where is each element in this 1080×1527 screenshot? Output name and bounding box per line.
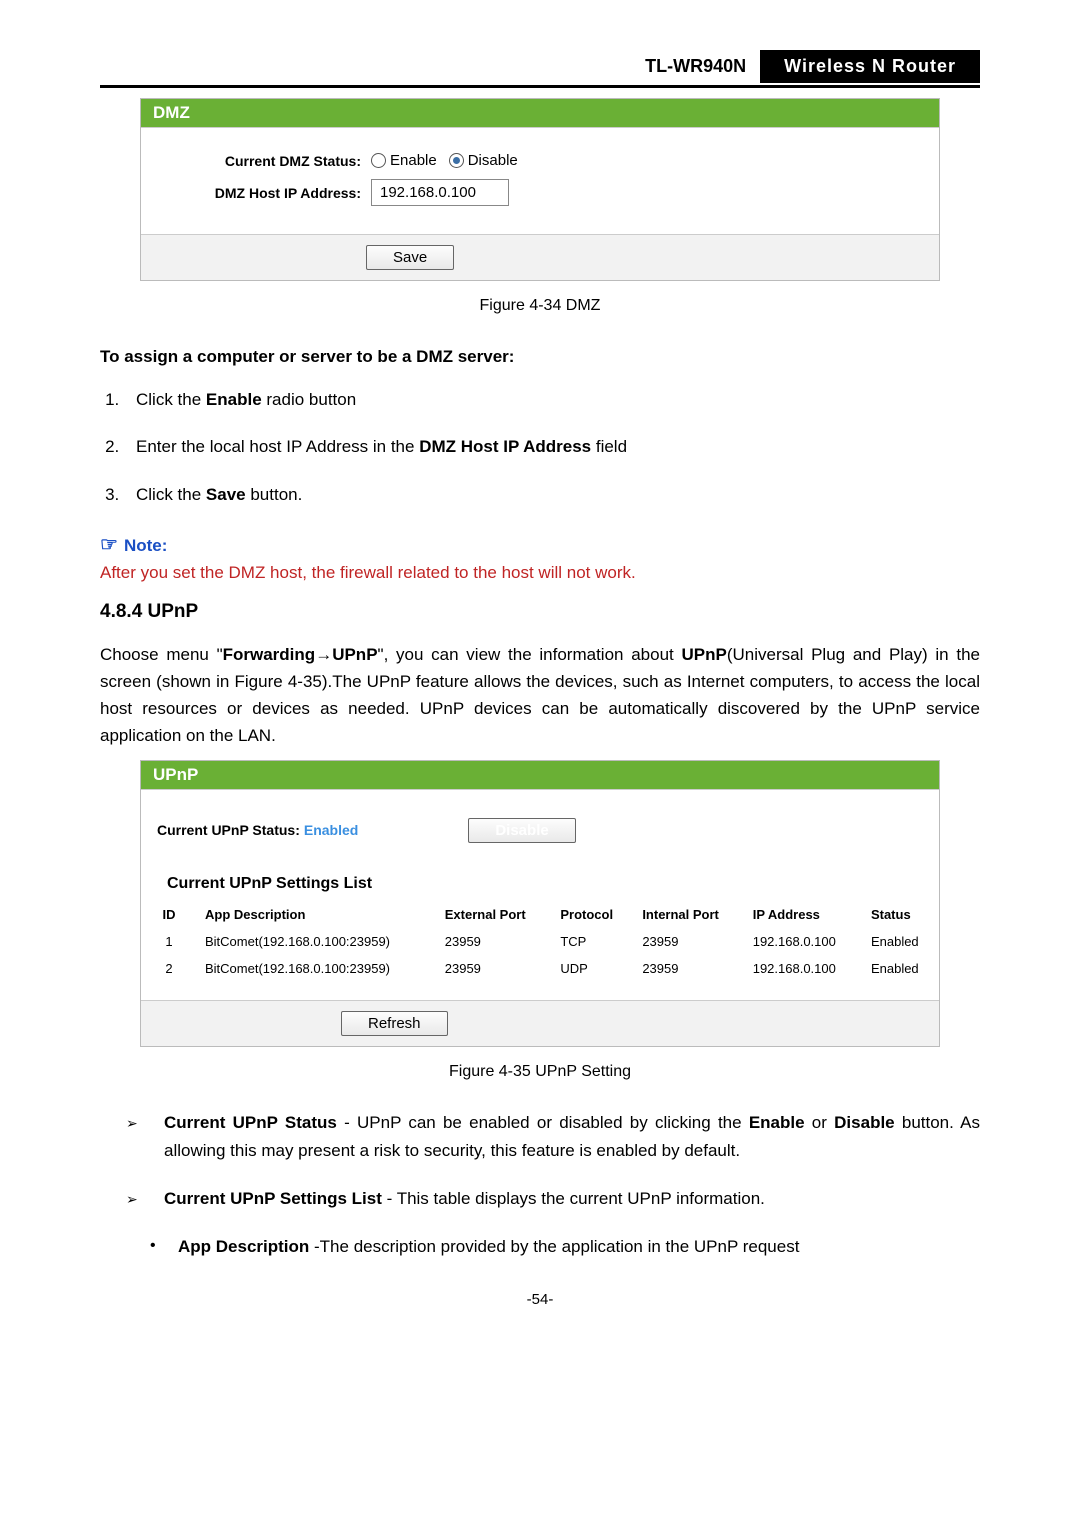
col-id: ID [141, 901, 197, 928]
cell: Enabled [863, 955, 939, 982]
upnp-bullet-list: Current UPnP Status - UPnP can be enable… [100, 1109, 980, 1213]
dmz-disable-radio[interactable] [449, 153, 464, 168]
upnp-table-header: ID App Description External Port Protoco… [141, 901, 939, 928]
figure-dmz-caption: Figure 4-34 DMZ [100, 297, 980, 315]
step-2-pre: Enter the local host IP Address in the [136, 437, 419, 456]
bullet-2: Current UPnP Settings List - This table … [140, 1185, 980, 1213]
dmz-panel: DMZ Current DMZ Status: Enable Disable D… [140, 98, 940, 281]
sb-t1: -The description provided by the applica… [314, 1237, 799, 1256]
cell: 23959 [634, 955, 744, 982]
upnp-p-b3: UPnP [682, 645, 727, 664]
col-ext: External Port [437, 901, 553, 928]
page-number: -54- [100, 1291, 980, 1308]
model-label: TL-WR940N [631, 50, 760, 83]
col-int: Internal Port [634, 901, 744, 928]
step-1-bold: Enable [206, 390, 262, 409]
col-app: App Description [197, 901, 437, 928]
table-row: 2 BitComet(192.168.0.100:23959) 23959 UD… [141, 955, 939, 982]
b1-t1: - UPnP can be enabled or disabled by cli… [337, 1113, 749, 1132]
dmz-disable-text: Disable [468, 152, 518, 169]
step-3-post: button. [246, 485, 303, 504]
dmz-panel-body: Current DMZ Status: Enable Disable DMZ H… [141, 127, 939, 234]
upnp-p-b2: UPnP [332, 645, 377, 664]
cell: Enabled [863, 928, 939, 955]
cell: 23959 [634, 928, 744, 955]
col-proto: Protocol [552, 901, 634, 928]
header-divider [100, 85, 980, 88]
step-1-pre: Click the [136, 390, 206, 409]
upnp-p-t1: Choose menu " [100, 645, 223, 664]
dmz-ip-input[interactable]: 192.168.0.100 [371, 179, 509, 206]
step-3-pre: Click the [136, 485, 206, 504]
bullet-1: Current UPnP Status - UPnP can be enable… [140, 1109, 980, 1165]
b1-b3: Disable [834, 1113, 894, 1132]
upnp-status-value: Enabled [304, 822, 358, 838]
sub-bullet-list: App Description -The description provide… [100, 1233, 980, 1261]
dmz-enable-radio[interactable] [371, 153, 386, 168]
sub-bullet-1: App Description -The description provide… [156, 1233, 980, 1261]
note-label: ☞ Note: [100, 532, 980, 557]
col-status: Status [863, 901, 939, 928]
step-2-post: field [591, 437, 627, 456]
b1-b2: Enable [749, 1113, 805, 1132]
router-type-label: Wireless N Router [760, 50, 980, 83]
save-button[interactable]: Save [366, 245, 454, 270]
figure-upnp-caption: Figure 4-35 UPnP Setting [100, 1063, 980, 1081]
refresh-button[interactable]: Refresh [341, 1011, 448, 1036]
step-1: Click the Enable radio button [124, 386, 980, 413]
upnp-table: ID App Description External Port Protoco… [141, 901, 939, 982]
cell: TCP [552, 928, 634, 955]
b1-b1: Current UPnP Status [164, 1113, 337, 1132]
section-heading-upnp: 4.8.4 UPnP [100, 601, 980, 623]
upnp-p-arrow: → [315, 645, 332, 664]
cell: BitComet(192.168.0.100:23959) [197, 955, 437, 982]
step-1-post: radio button [262, 390, 357, 409]
upnp-panel-title: UPnP [141, 761, 939, 789]
cell: BitComet(192.168.0.100:23959) [197, 928, 437, 955]
steps-list: Click the Enable radio button Enter the … [100, 386, 980, 508]
step-3: Click the Save button. [124, 481, 980, 508]
upnp-p-b1: Forwarding [223, 645, 316, 664]
cell: 23959 [437, 928, 553, 955]
step-3-bold: Save [206, 485, 246, 504]
upnp-p-t2: ", you can view the information about [378, 645, 682, 664]
cell: 192.168.0.100 [745, 955, 863, 982]
step-2: Enter the local host IP Address in the D… [124, 433, 980, 460]
cell: 1 [141, 928, 197, 955]
dmz-panel-footer: Save [141, 234, 939, 280]
cell: 192.168.0.100 [745, 928, 863, 955]
note-text: After you set the DMZ host, the firewall… [100, 563, 980, 583]
upnp-panel-body: Current UPnP Status: Enabled Disable Cur… [141, 789, 939, 1000]
assign-heading: To assign a computer or server to be a D… [100, 343, 980, 370]
dmz-status-label: Current DMZ Status: [151, 153, 371, 169]
b2-b1: Current UPnP Settings List [164, 1189, 382, 1208]
cell: 23959 [437, 955, 553, 982]
upnp-status-label: Current UPnP Status: [157, 822, 300, 838]
dmz-ip-label: DMZ Host IP Address: [151, 185, 371, 201]
note-label-text: Note: [124, 536, 167, 555]
sb-b1: App Description [178, 1237, 314, 1256]
note-hand-icon: ☞ [100, 532, 118, 557]
upnp-list-title: Current UPnP Settings List [141, 867, 939, 901]
upnp-paragraph: Choose menu "Forwarding→UPnP", you can v… [100, 641, 980, 750]
page-header: TL-WR940N Wireless N Router [100, 50, 980, 85]
upnp-panel-footer: Refresh [141, 1000, 939, 1046]
col-ip: IP Address [745, 901, 863, 928]
upnp-disable-button[interactable]: Disable [468, 818, 575, 843]
cell: 2 [141, 955, 197, 982]
b2-t1: - This table displays the current UPnP i… [382, 1189, 765, 1208]
cell: UDP [552, 955, 634, 982]
b1-t2: or [805, 1113, 835, 1132]
dmz-enable-text: Enable [390, 152, 437, 169]
step-2-bold: DMZ Host IP Address [419, 437, 591, 456]
table-row: 1 BitComet(192.168.0.100:23959) 23959 TC… [141, 928, 939, 955]
upnp-panel: UPnP Current UPnP Status: Enabled Disabl… [140, 760, 940, 1047]
dmz-panel-title: DMZ [141, 99, 939, 127]
